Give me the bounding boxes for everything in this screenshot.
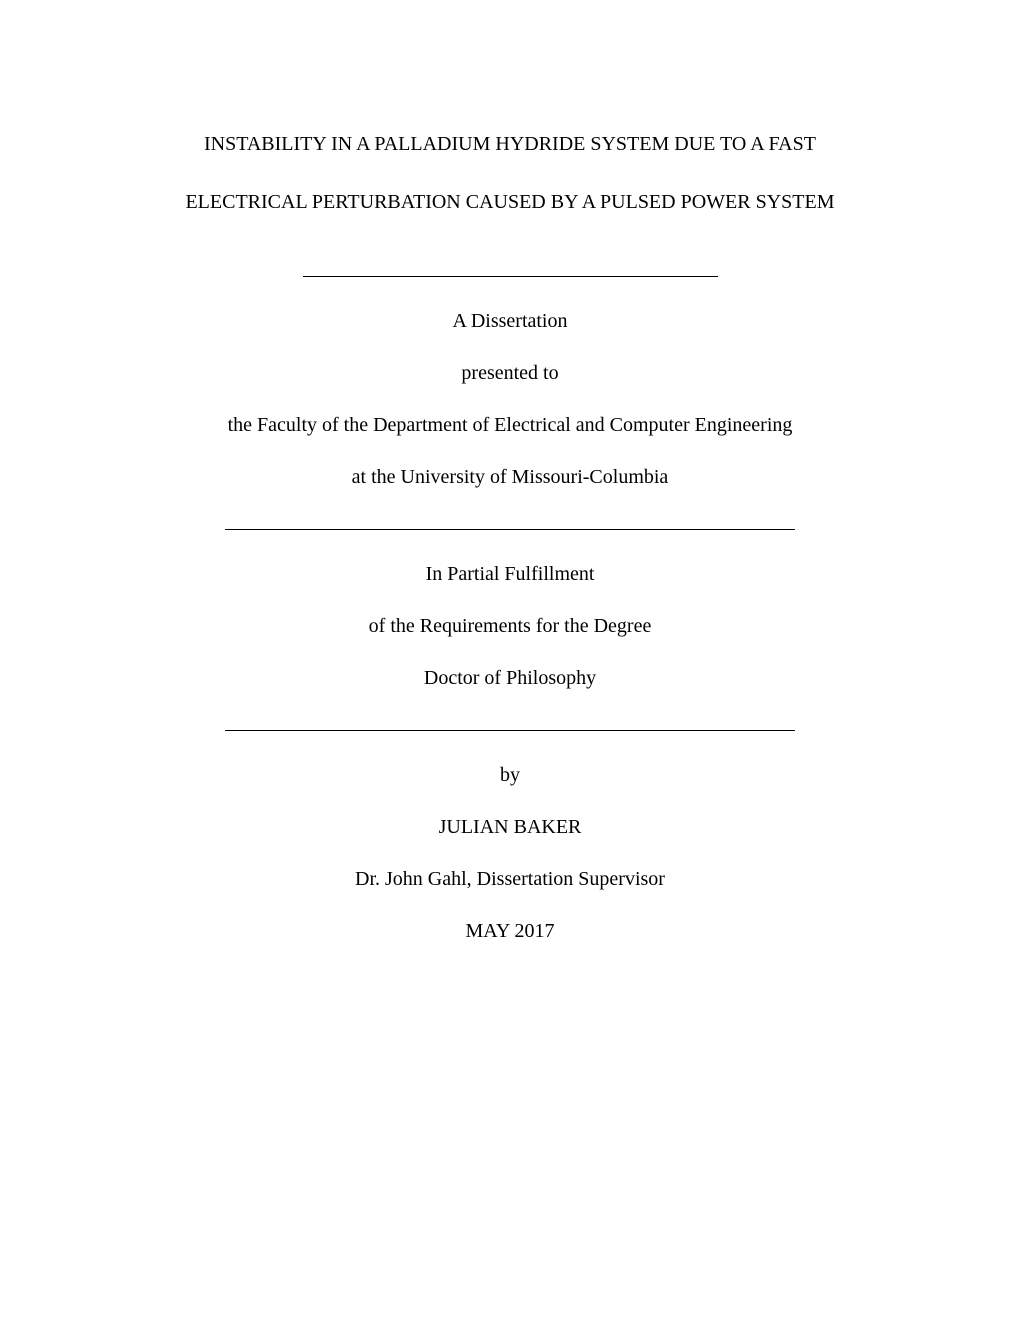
requirements-line: of the Requirements for the Degree bbox=[130, 612, 890, 640]
divider-3 bbox=[225, 730, 795, 731]
partial-fulfillment: In Partial Fulfillment bbox=[130, 560, 890, 588]
divider-1 bbox=[303, 276, 718, 277]
date-line: MAY 2017 bbox=[130, 917, 890, 945]
faculty-line: the Faculty of the Department of Electri… bbox=[130, 411, 890, 439]
title-line-1: INSTABILITY IN A PALLADIUM HYDRIDE SYSTE… bbox=[130, 130, 890, 158]
supervisor-line: Dr. John Gahl, Dissertation Supervisor bbox=[130, 865, 890, 893]
divider-2 bbox=[225, 529, 795, 530]
title-page: INSTABILITY IN A PALLADIUM HYDRIDE SYSTE… bbox=[130, 130, 890, 945]
university-line: at the University of Missouri-Columbia bbox=[130, 463, 890, 491]
title-line-2: ELECTRICAL PERTURBATION CAUSED BY A PULS… bbox=[130, 188, 890, 216]
degree-line: Doctor of Philosophy bbox=[130, 664, 890, 692]
by-line: by bbox=[130, 761, 890, 789]
dissertation-label: A Dissertation bbox=[130, 307, 890, 335]
presented-to: presented to bbox=[130, 359, 890, 387]
author-name: JULIAN BAKER bbox=[130, 813, 890, 841]
